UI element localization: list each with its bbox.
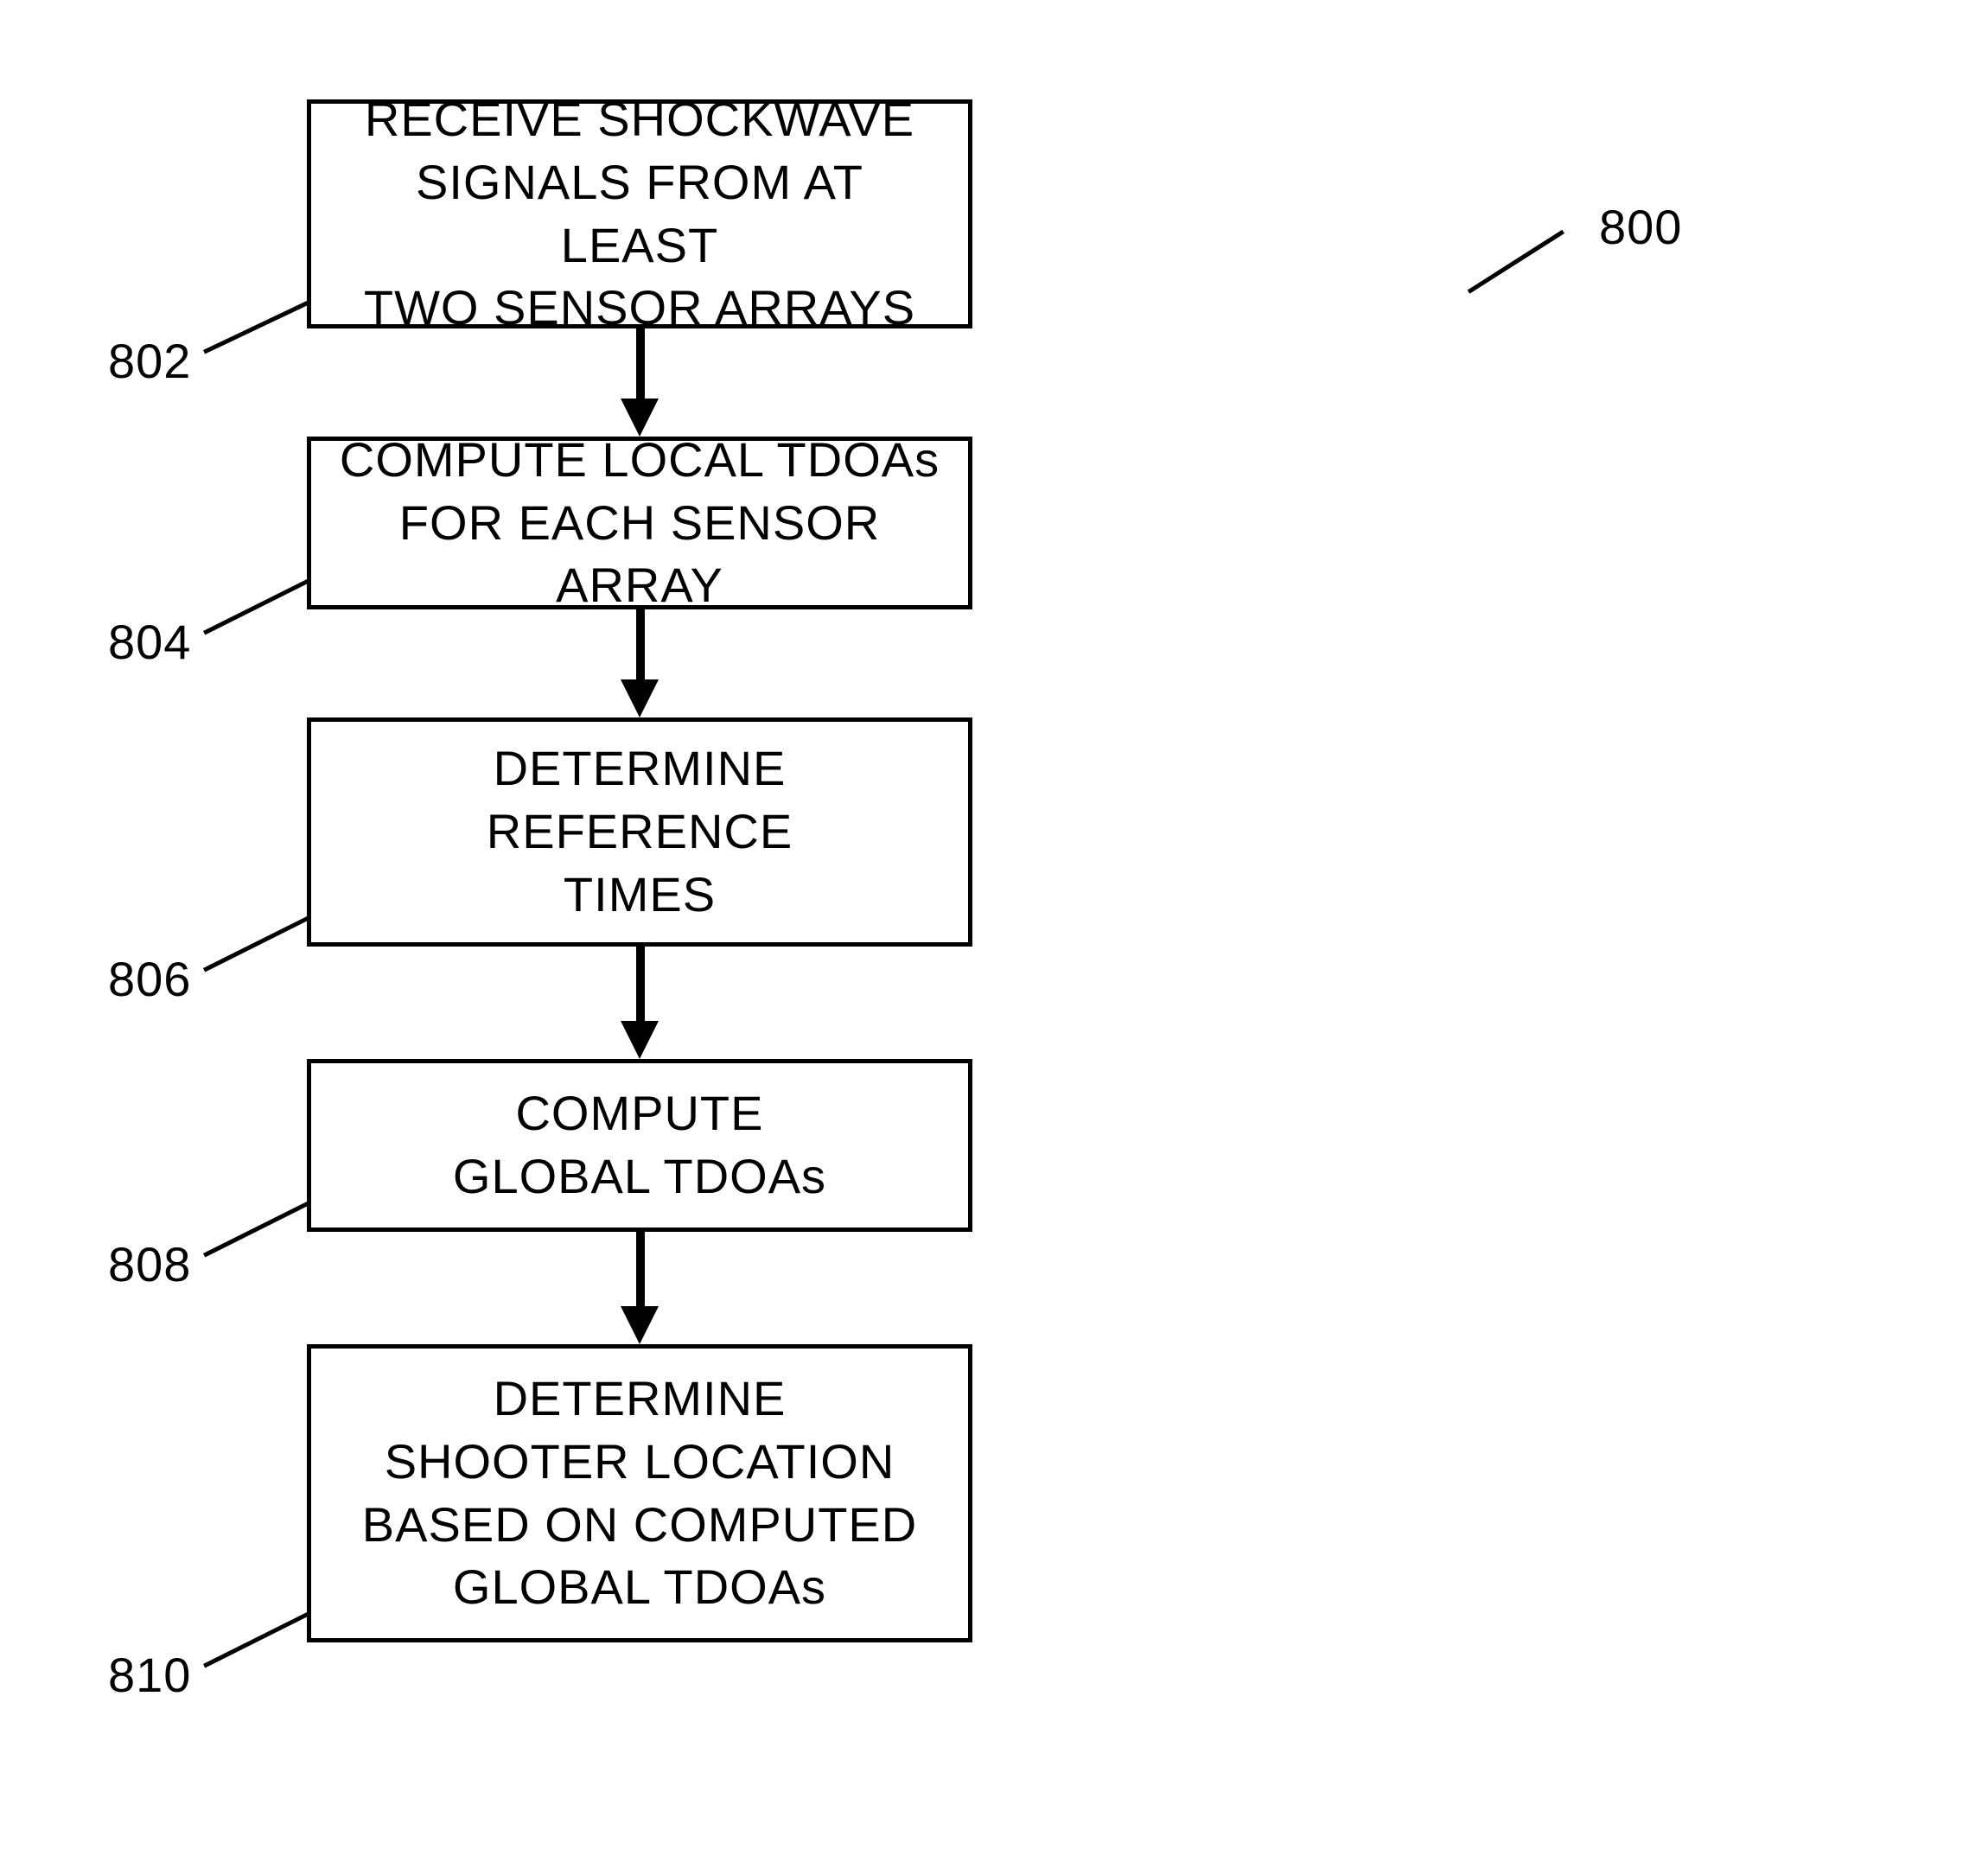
flowchart-step-text-802: RECEIVE SHOCKWAVESIGNALS FROM AT LEASTTW… xyxy=(337,88,942,340)
ref-leader-806 xyxy=(203,916,309,972)
arrow-shaft-804-806 xyxy=(636,609,645,679)
flowchart-step-text-810: DETERMINESHOOTER LOCATIONBASED ON COMPUT… xyxy=(362,1368,917,1619)
ref-leader-810 xyxy=(203,1612,309,1668)
ref-label-808: 808 xyxy=(108,1236,191,1292)
ref-label-806: 806 xyxy=(108,951,191,1007)
ref-leader-808 xyxy=(203,1202,309,1257)
flowchart-step-804: COMPUTE LOCAL TDOAsFOR EACH SENSOR ARRAY xyxy=(307,437,972,609)
flowchart-step-text-806: DETERMINEREFERENCETIMES xyxy=(487,737,793,926)
arrow-head-808-810 xyxy=(621,1306,659,1344)
ref-leader-802 xyxy=(203,301,309,354)
flowchart-step-802: RECEIVE SHOCKWAVESIGNALS FROM AT LEASTTW… xyxy=(307,99,972,328)
arrow-head-806-808 xyxy=(621,1021,659,1059)
flowchart-step-808: COMPUTEGLOBAL TDOAs xyxy=(307,1059,972,1232)
arrow-head-804-806 xyxy=(621,679,659,717)
ref-leader-804 xyxy=(203,579,309,634)
arrow-shaft-806-808 xyxy=(636,947,645,1021)
arrow-shaft-808-810 xyxy=(636,1232,645,1306)
ref-label-810: 810 xyxy=(108,1647,191,1703)
flowchart-step-810: DETERMINESHOOTER LOCATIONBASED ON COMPUT… xyxy=(307,1344,972,1642)
figure-label: 800 xyxy=(1599,199,1682,255)
flowchart-step-806: DETERMINEREFERENCETIMES xyxy=(307,717,972,947)
flowchart-canvas: RECEIVE SHOCKWAVESIGNALS FROM AT LEASTTW… xyxy=(0,0,1988,1862)
arrow-head-802-804 xyxy=(621,399,659,437)
ref-label-802: 802 xyxy=(108,333,191,389)
arrow-shaft-802-804 xyxy=(636,328,645,399)
figure-leader xyxy=(1467,230,1564,294)
flowchart-step-text-804: COMPUTE LOCAL TDOAsFOR EACH SENSOR ARRAY xyxy=(337,429,942,617)
flowchart-step-text-808: COMPUTEGLOBAL TDOAs xyxy=(453,1082,826,1208)
ref-label-804: 804 xyxy=(108,614,191,670)
